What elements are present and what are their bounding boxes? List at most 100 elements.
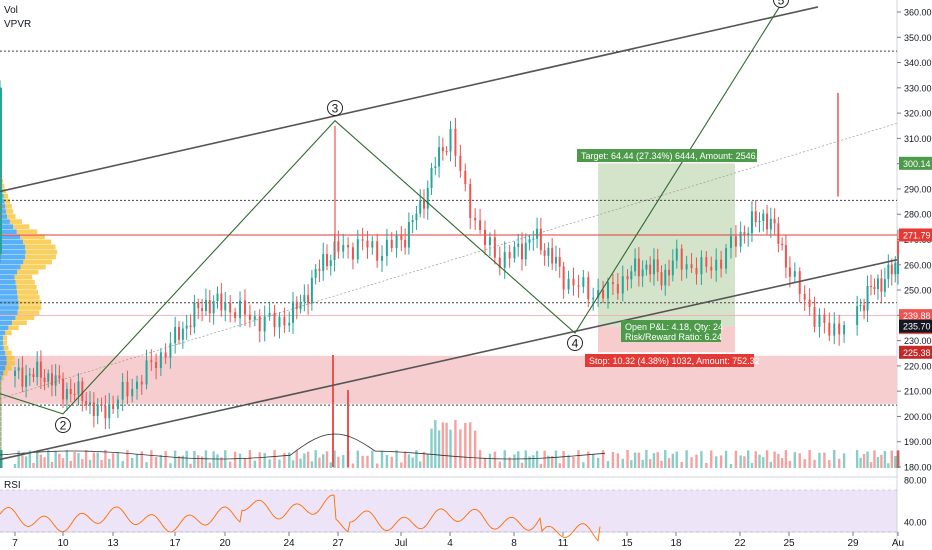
volume-bar (469, 422, 472, 468)
volume-bar (587, 451, 590, 468)
vpvr-up-bar (0, 224, 14, 229)
vpvr-up-bar (0, 436, 1, 442)
wave-marker (567, 335, 583, 351)
price-label-225: 225.38 (903, 348, 931, 358)
candle-body (856, 306, 859, 326)
candle-body (303, 295, 306, 302)
volume-bar (208, 462, 211, 468)
candle-body (96, 404, 99, 417)
volume-bar (633, 452, 637, 468)
vpvr-up-bar (0, 264, 21, 270)
price-tick-label: 280.00 (904, 210, 932, 220)
candle-body (351, 247, 354, 260)
target-label: Target: 64.44 (27.34%) 6444, Amount: 254… (581, 151, 768, 161)
rsi-tick-label: 80.00 (904, 476, 927, 486)
volume-bar (238, 453, 242, 468)
candle-body (434, 166, 437, 169)
volume-bar (667, 458, 671, 468)
candle-body (400, 235, 403, 240)
volume-bar (100, 460, 103, 468)
volume-bar (869, 462, 873, 468)
volume-bar (415, 450, 418, 468)
candle-body (17, 367, 20, 371)
target-label-bg (577, 149, 757, 162)
price-tick-label: 260.00 (904, 260, 932, 270)
candle-body (630, 271, 633, 280)
candle-body (543, 250, 546, 256)
candle-body (762, 213, 765, 221)
volume-bar (714, 456, 718, 468)
time-tick-label: 20 (219, 538, 231, 549)
volume-bar (798, 453, 801, 468)
price-tick-label: 330.00 (904, 83, 932, 93)
volume-bar (883, 451, 887, 468)
volume-bar (554, 450, 558, 468)
candle-body (0, 170, 2, 182)
volume-bar (263, 453, 266, 468)
volume-bar (50, 461, 54, 468)
volume-bar (65, 450, 69, 468)
candle-body (784, 245, 787, 268)
candle-body (479, 220, 482, 230)
candle-body (838, 323, 841, 335)
vpvr-down-bar (16, 229, 38, 235)
candle-body (562, 266, 565, 290)
volume-bar (894, 456, 897, 468)
volume-bar (375, 463, 379, 468)
candle-body (671, 260, 674, 276)
vpvr-up-bar (0, 360, 7, 366)
time-tick-label: 11 (558, 538, 569, 549)
volume-bar (258, 452, 261, 468)
volume-bar (528, 456, 531, 468)
candle-body (121, 381, 124, 400)
volume-bar (754, 451, 757, 468)
vpvr-down-bar (15, 315, 35, 320)
candle-body (803, 293, 806, 300)
volume-bar (310, 461, 314, 468)
volume-bar (459, 429, 462, 468)
volume-bar (675, 451, 678, 468)
volume-bar (197, 455, 200, 468)
candle-body (894, 262, 897, 275)
candle-body (873, 286, 876, 289)
volume-bar (200, 456, 204, 468)
candle-body (859, 305, 862, 307)
vpvr-up-bar (0, 376, 2, 381)
volume-bar (695, 454, 698, 468)
price-tick-label: 340.00 (904, 58, 932, 68)
volume-bar (855, 450, 859, 468)
candle-body (611, 282, 614, 285)
time-tick-label: 7 (12, 538, 18, 549)
candle-body (159, 352, 162, 368)
candle-body (430, 168, 433, 188)
volume-bar (81, 459, 84, 468)
volume-bar (295, 450, 298, 468)
volume-bar (866, 451, 869, 468)
candle-body (288, 322, 291, 326)
volume-bar (746, 450, 750, 468)
volume-bar (876, 456, 880, 468)
candle-body (131, 388, 134, 397)
candle-body (126, 381, 129, 397)
candle-body (150, 360, 153, 362)
candle-body (0, 174, 2, 176)
candle-body (356, 239, 359, 260)
volume-bar (351, 463, 355, 468)
volume-bar (356, 450, 359, 468)
vpvr-down-bar (3, 335, 8, 341)
vpvr-down-bar (2, 183, 5, 189)
vpvr-down-bar (6, 355, 15, 361)
volume-bar (645, 450, 648, 468)
volume-bar (108, 458, 111, 468)
candle-body (641, 269, 644, 277)
candle-body (685, 264, 688, 270)
candle-body (50, 373, 53, 386)
candle-body (89, 402, 91, 406)
vpvr-up-bar (0, 421, 1, 427)
candle-body (415, 213, 418, 221)
price-tick-label: 310.00 (904, 134, 932, 144)
vpvr-up-bar (0, 365, 6, 371)
volume-bar (88, 459, 92, 468)
candle-body (229, 303, 232, 313)
